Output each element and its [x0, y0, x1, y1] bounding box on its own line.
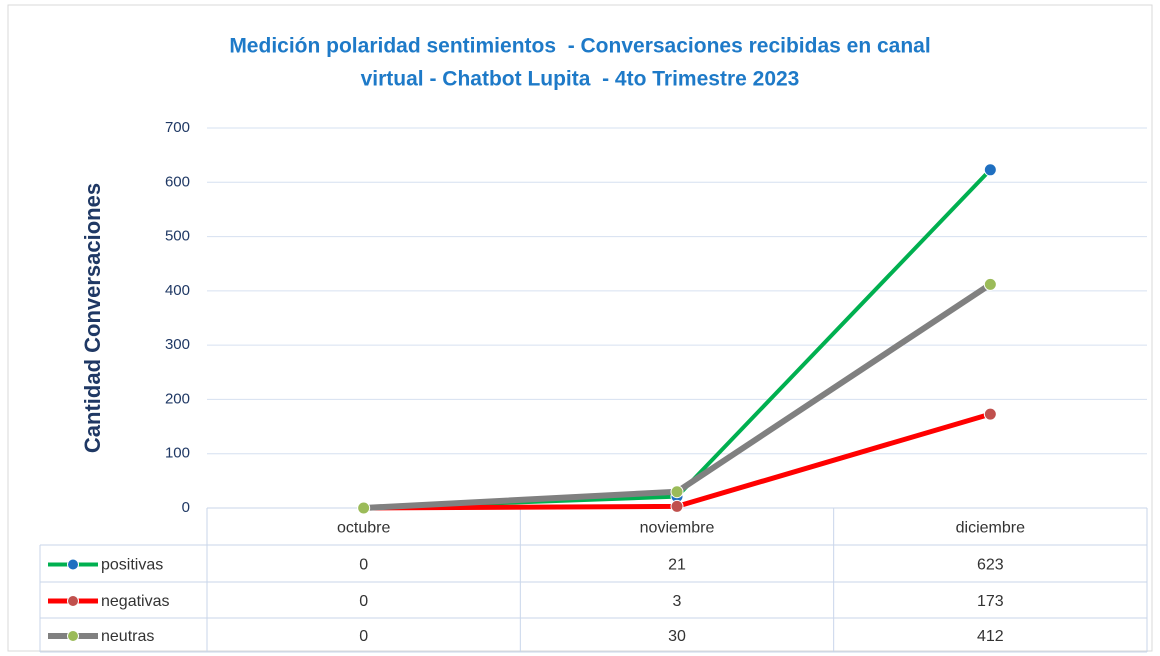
legend-label: negativas [101, 593, 170, 610]
legend-label: neutras [101, 628, 154, 645]
table-value: 412 [977, 628, 1004, 645]
legend-label: positivas [101, 557, 163, 574]
table-value: 30 [668, 628, 686, 645]
data-point [983, 163, 997, 177]
data-point [357, 501, 371, 515]
table-value: 3 [673, 593, 682, 610]
data-point [670, 485, 684, 499]
data-point [983, 277, 997, 291]
legend-marker [67, 595, 79, 607]
y-tick-label: 0 [182, 499, 190, 516]
y-tick-label: 100 [165, 445, 190, 462]
table-value: 0 [359, 593, 368, 610]
legend-marker [67, 630, 79, 642]
x-tick-label: octubre [337, 520, 390, 537]
table-value: 21 [668, 557, 686, 574]
y-tick-label: 200 [165, 390, 190, 407]
data-point [670, 499, 684, 513]
y-tick-label: 700 [165, 119, 190, 136]
table-value: 0 [359, 557, 368, 574]
chart-title: Medición polaridad sentimientos - Conver… [229, 35, 930, 58]
y-tick-label: 300 [165, 336, 190, 353]
table-value: 0 [359, 628, 368, 645]
chart-title: virtual - Chatbot Lupita - 4to Trimestre… [361, 68, 800, 91]
y-tick-label: 400 [165, 282, 190, 299]
x-tick-label: diciembre [956, 520, 1025, 537]
data-point [983, 407, 997, 421]
legend-marker [67, 558, 79, 571]
y-tick-label: 600 [165, 173, 190, 190]
y-axis-label: Cantidad Conversaciones [80, 183, 105, 453]
table-value: 623 [977, 557, 1004, 574]
chart-border [7, 4, 1153, 652]
y-tick-label: 500 [165, 228, 190, 245]
x-tick-label: noviembre [640, 520, 715, 537]
table-value: 173 [977, 593, 1004, 610]
